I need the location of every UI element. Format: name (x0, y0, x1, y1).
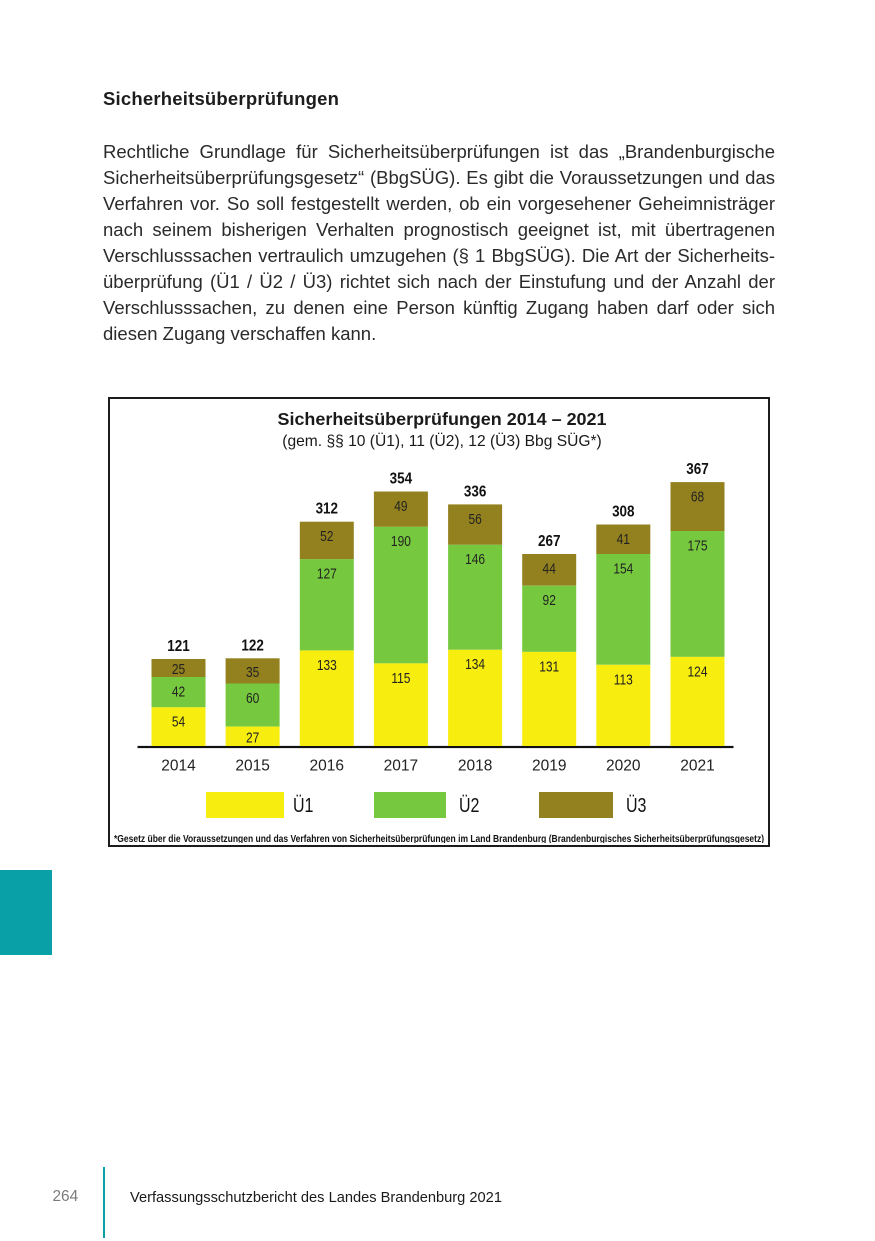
svg-text:2017: 2017 (384, 758, 418, 775)
svg-text:134: 134 (465, 656, 485, 672)
svg-text:2018: 2018 (458, 758, 492, 775)
svg-text:Ü3: Ü3 (626, 794, 646, 816)
svg-text:92: 92 (543, 592, 556, 608)
svg-text:35: 35 (246, 664, 259, 680)
svg-text:*Gesetz über die Voraussetzung: *Gesetz über die Voraussetzungen und das… (114, 833, 764, 843)
svg-text:190: 190 (391, 533, 411, 549)
svg-text:113: 113 (614, 671, 633, 687)
svg-text:56: 56 (468, 511, 481, 527)
svg-text:49: 49 (394, 498, 407, 514)
svg-text:336: 336 (464, 484, 486, 501)
svg-text:2020: 2020 (606, 758, 641, 775)
svg-text:2014: 2014 (161, 758, 196, 775)
svg-text:308: 308 (612, 504, 634, 521)
svg-text:2015: 2015 (235, 758, 269, 775)
svg-text:146: 146 (465, 551, 485, 567)
svg-text:115: 115 (391, 670, 410, 686)
svg-text:131: 131 (539, 658, 559, 674)
svg-text:124: 124 (688, 663, 708, 679)
svg-text:121: 121 (167, 638, 189, 655)
svg-text:27: 27 (246, 729, 259, 745)
svg-text:25: 25 (172, 661, 185, 677)
svg-text:312: 312 (316, 501, 338, 518)
svg-text:68: 68 (691, 488, 704, 504)
svg-text:54: 54 (172, 714, 186, 730)
svg-text:41: 41 (617, 531, 630, 547)
svg-text:Ü1: Ü1 (293, 794, 313, 816)
svg-text:52: 52 (320, 528, 333, 544)
svg-text:44: 44 (543, 560, 557, 576)
svg-text:2021: 2021 (680, 758, 714, 775)
svg-text:175: 175 (688, 537, 708, 553)
svg-text:60: 60 (246, 690, 259, 706)
svg-text:133: 133 (317, 657, 337, 673)
svg-text:367: 367 (686, 461, 708, 478)
svg-text:2016: 2016 (310, 758, 344, 775)
svg-text:122: 122 (241, 638, 263, 655)
svg-text:267: 267 (538, 533, 560, 550)
svg-text:127: 127 (317, 565, 337, 581)
svg-text:154: 154 (613, 560, 633, 576)
svg-text:2019: 2019 (532, 758, 566, 775)
svg-text:354: 354 (390, 471, 412, 488)
svg-text:Ü2: Ü2 (459, 794, 479, 816)
svg-text:42: 42 (172, 683, 185, 699)
